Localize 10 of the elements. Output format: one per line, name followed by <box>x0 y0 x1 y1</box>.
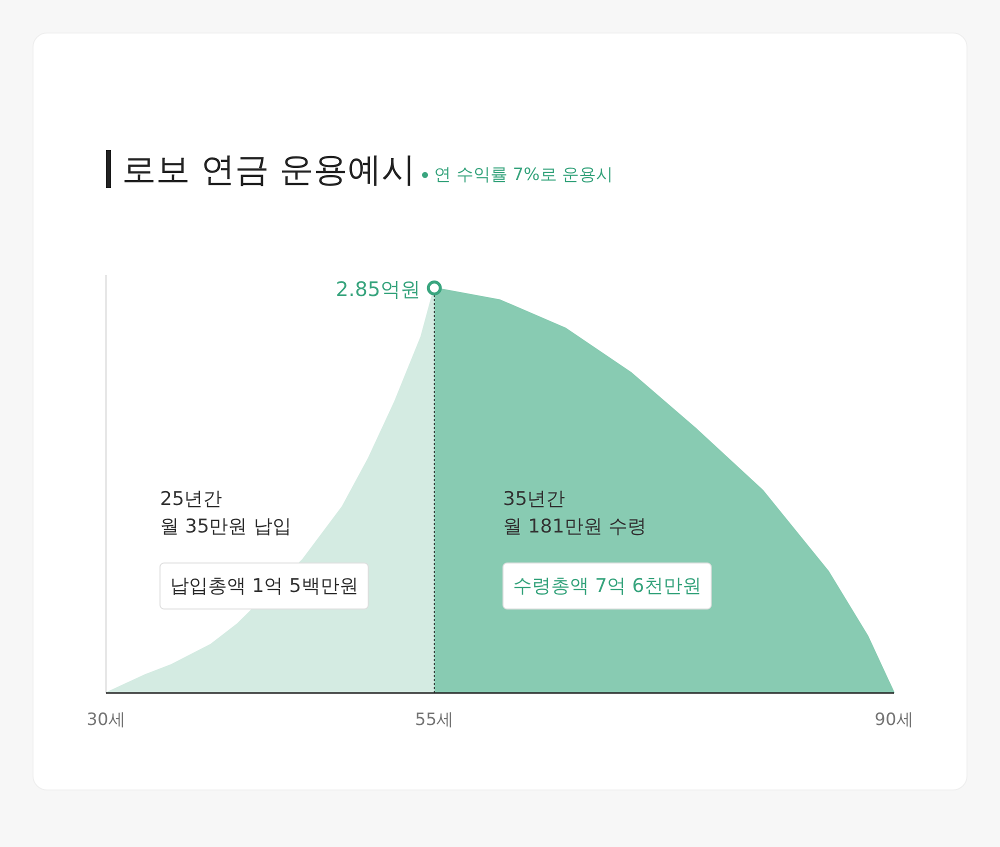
chart-title: 로보 연금 운용예시 <box>122 150 416 190</box>
chart-subtitle: 연 수익률 7%로 운용시 <box>434 165 614 185</box>
x-tick-label: 55세 <box>415 710 454 730</box>
annotation: 납입총액 1억 5백만원 <box>170 575 358 597</box>
annotation: 2.85억원 <box>336 277 420 301</box>
x-tick-label: 30세 <box>86 710 126 730</box>
annotation: 수령총액 7억 6천만원 <box>513 575 702 597</box>
annotation: 25년간 월 35만원 납입 <box>160 488 292 538</box>
x-tick-label: 90세 <box>874 710 914 730</box>
annotation: 35년간 월 181만원 수령 <box>503 488 646 538</box>
